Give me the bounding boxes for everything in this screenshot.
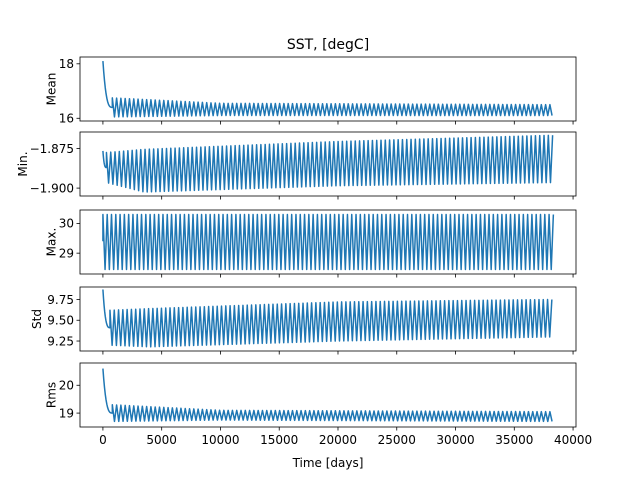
x-tick-label: 20000 xyxy=(319,433,357,447)
panel-frame xyxy=(79,131,577,197)
y-axis-title: Rms xyxy=(45,382,59,408)
y-tick-label: 9.75 xyxy=(47,293,74,307)
y-tick-label: 9.50 xyxy=(47,314,74,328)
series-line xyxy=(102,134,554,193)
y-tick-label: −1.900 xyxy=(30,181,74,195)
y-tick-label: 9.25 xyxy=(47,334,74,348)
y-tick-label: 19 xyxy=(59,406,74,420)
chart-title: SST, [degC] xyxy=(287,37,369,53)
series-line xyxy=(102,213,555,271)
x-axis-title: Time [days] xyxy=(292,456,364,470)
y-axis-title: Mean xyxy=(45,73,59,106)
y-axis-title: Min. xyxy=(16,151,30,176)
y-axis-title: Max. xyxy=(45,228,59,257)
y-tick-label: 16 xyxy=(59,112,74,126)
y-tick-label: 18 xyxy=(59,57,74,71)
y-tick-label: 20 xyxy=(59,379,74,393)
panel-frame xyxy=(79,362,577,428)
x-tick-label: 5000 xyxy=(146,433,177,447)
x-tick-label: 30000 xyxy=(436,433,474,447)
x-tick-label: 0 xyxy=(99,433,107,447)
y-axis-title: Std xyxy=(30,309,44,329)
x-tick-label: 15000 xyxy=(260,433,298,447)
y-tick-label: 29 xyxy=(59,246,74,260)
series-line xyxy=(102,368,553,423)
y-tick-label: −1.875 xyxy=(30,142,74,156)
panel-frame xyxy=(79,56,577,122)
panel-rms: 0 5000 10000 15000 20000 25000 30000 35000 40000… xyxy=(45,362,592,447)
series-line xyxy=(102,289,553,348)
x-tick-label: 35000 xyxy=(495,433,533,447)
series-line xyxy=(102,61,553,118)
x-tick-label: 25000 xyxy=(378,433,416,447)
x-tick-label: 40000 xyxy=(554,433,592,447)
panel-frame xyxy=(79,209,577,275)
y-tick-label: 30 xyxy=(59,217,74,231)
panel-frame xyxy=(79,286,577,352)
x-tick-label: 10000 xyxy=(201,433,239,447)
